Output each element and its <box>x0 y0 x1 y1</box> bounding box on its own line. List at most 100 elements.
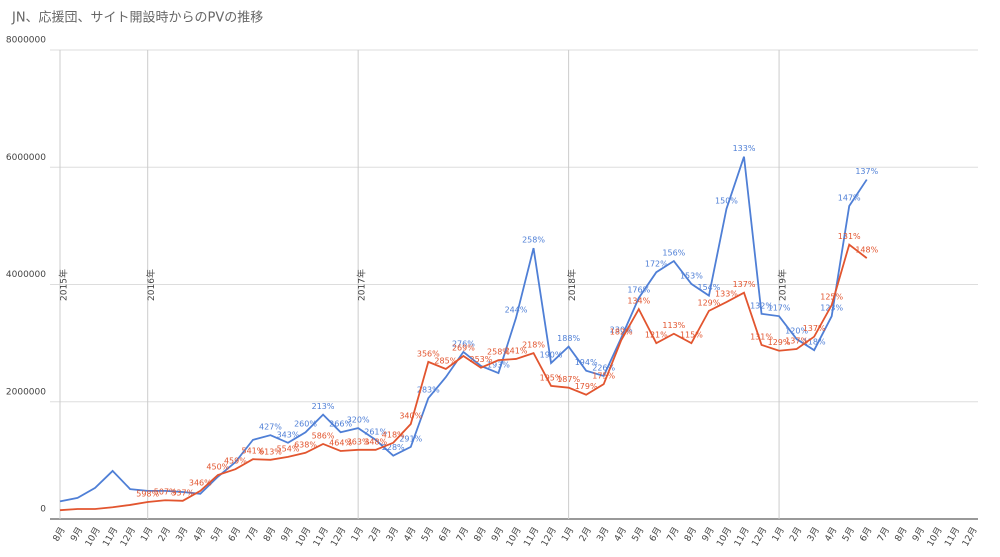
point-label: 137% <box>785 336 808 345</box>
point-label: 125% <box>820 293 843 302</box>
point-label: 276% <box>452 339 475 348</box>
point-label: 137% <box>733 280 756 289</box>
point-label: 343% <box>277 430 300 439</box>
x-tick-label: 2月 <box>787 525 804 543</box>
x-tick-label: 12月 <box>118 525 138 548</box>
point-label: 193% <box>487 361 510 370</box>
point-label: 507% <box>154 488 177 497</box>
point-label: 123% <box>820 304 843 313</box>
point-label: 121% <box>645 331 668 340</box>
x-tick-label: 9月 <box>700 525 717 543</box>
x-tick-label: 12月 <box>750 525 770 548</box>
point-label: 356% <box>417 349 440 358</box>
point-label: 464% <box>329 438 352 447</box>
x-tick-label: 11月 <box>101 525 121 548</box>
x-tick-label: 8月 <box>682 525 699 543</box>
x-tick-label: 3月 <box>384 525 401 543</box>
x-tick-label: 10月 <box>504 525 524 548</box>
point-label: 320% <box>347 416 370 425</box>
point-label: 115% <box>680 331 703 340</box>
point-label: 427% <box>259 423 282 432</box>
y-tick-label: 2000000 <box>6 387 46 397</box>
x-tick-label: 6月 <box>226 525 243 543</box>
point-label: 285% <box>434 356 457 365</box>
point-label: 598% <box>136 489 159 498</box>
x-tick-label: 8月 <box>51 525 68 543</box>
point-label: 418% <box>382 430 405 439</box>
point-label: 258% <box>522 236 545 245</box>
point-label: 266% <box>329 420 352 429</box>
x-tick-label: 11月 <box>522 525 542 548</box>
point-label: 218% <box>522 341 545 350</box>
x-tick-label: 7月 <box>665 525 682 543</box>
point-label: 337% <box>171 488 194 497</box>
point-label: 131% <box>838 232 861 241</box>
point-label: 450% <box>206 463 229 472</box>
x-tick-label: 6月 <box>437 525 454 543</box>
x-tick-label: 9月 <box>489 525 506 543</box>
year-label: 2019年 <box>777 269 789 301</box>
point-label: 253% <box>469 355 492 364</box>
point-label: 613% <box>259 447 282 456</box>
point-label: 132% <box>750 301 773 310</box>
x-tick-label: 4月 <box>402 525 419 543</box>
point-label: 340% <box>399 412 422 421</box>
year-label: 2015年 <box>58 269 70 301</box>
x-tick-label: 11月 <box>311 525 331 548</box>
point-label: 459% <box>224 457 247 466</box>
x-tick-label: 5月 <box>419 525 436 543</box>
x-tick-label: 11月 <box>942 525 962 548</box>
year-label: 2016年 <box>145 269 157 301</box>
x-tick-label: 9月 <box>279 525 296 543</box>
point-label: 244% <box>505 305 528 314</box>
x-tick-label: 1月 <box>770 525 787 543</box>
x-tick-label: 4月 <box>191 525 208 543</box>
x-tick-label: 6月 <box>858 525 875 543</box>
y-tick-label: 4000000 <box>6 270 46 280</box>
x-tick-label: 10月 <box>83 525 103 548</box>
x-tick-label: 6月 <box>647 525 664 543</box>
point-label: 228% <box>382 443 405 452</box>
x-tick-label: 9月 <box>910 525 927 543</box>
x-tick-label: 3月 <box>595 525 612 543</box>
x-tick-label: 5月 <box>840 525 857 543</box>
point-label: 187% <box>557 375 580 384</box>
x-tick-label: 11月 <box>732 525 752 548</box>
x-tick-label: 8月 <box>261 525 278 543</box>
x-tick-label: 8月 <box>893 525 910 543</box>
y-tick-label: 8000000 <box>6 36 46 46</box>
point-label: 133% <box>715 290 738 299</box>
point-label: 117% <box>768 304 791 313</box>
point-label: 175% <box>592 372 615 381</box>
x-tick-label: 5月 <box>630 525 647 543</box>
x-tick-label: 8月 <box>472 525 489 543</box>
x-tick-label: 1月 <box>559 525 576 543</box>
x-tick-label: 12月 <box>539 525 559 548</box>
point-label: 554% <box>277 444 300 453</box>
point-label: 348% <box>364 437 387 446</box>
point-label: 147% <box>838 193 861 202</box>
point-label: 153% <box>680 271 703 280</box>
point-label: 226% <box>592 363 615 372</box>
point-label: 156% <box>662 249 685 258</box>
x-tick-label: 4月 <box>612 525 629 543</box>
x-tick-label: 3月 <box>805 525 822 543</box>
x-tick-label: 12月 <box>329 525 349 548</box>
x-tick-label: 12月 <box>960 525 980 548</box>
point-label: 176% <box>627 285 650 294</box>
point-label: 188% <box>557 334 580 343</box>
point-label: 258% <box>487 348 510 357</box>
point-label: 241% <box>505 346 528 355</box>
point-label: 291% <box>399 434 422 443</box>
point-label: 213% <box>312 402 335 411</box>
point-label: 194% <box>575 358 598 367</box>
point-label: 172% <box>645 260 668 269</box>
y-tick-label: 0 <box>40 505 46 515</box>
year-label: 2017年 <box>356 269 368 301</box>
point-label: 363% <box>347 437 370 446</box>
x-tick-label: 7月 <box>244 525 261 543</box>
x-tick-label: 10月 <box>714 525 734 548</box>
point-label: 586% <box>312 431 335 440</box>
x-tick-label: 5月 <box>209 525 226 543</box>
